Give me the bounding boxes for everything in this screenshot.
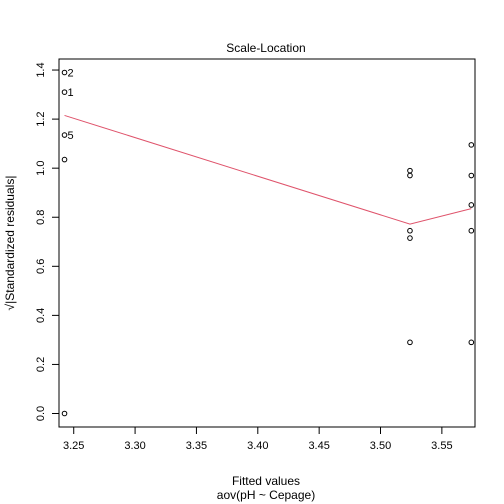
x-tick-label: 3.40 [247,440,268,452]
y-tick-label: 0.8 [35,210,47,225]
chart-title: Scale-Location [226,41,305,55]
plot-frame [58,58,476,428]
data-point [407,235,413,241]
data-point [61,89,68,95]
data-point [61,410,68,417]
x-axis: 3.25 3.30 3.35 3.40 3.45 3.50 3.55 [63,426,453,452]
data-point [468,202,475,208]
y-tick-label: 0.0 [35,406,47,421]
y-tick-label: 0.2 [35,357,47,372]
data-point [468,339,475,346]
data-point [61,132,68,138]
data-point [468,172,475,179]
data-point [407,172,413,179]
y-tick-label: 1.2 [35,111,47,126]
x-tick-label: 3.25 [63,440,84,452]
x-tick-label: 3.45 [308,440,329,452]
x-axis-subtitle: aov(pH ~ Cepage) [217,488,315,502]
point-label: 1 [68,87,74,99]
y-tick-label: 0.4 [35,308,47,323]
y-tick-label: 1.0 [35,161,47,176]
point-label: 2 [68,67,74,79]
data-point [407,167,413,174]
point-label: 5 [68,130,74,142]
data-point [468,227,475,234]
x-axis-title: Fitted values [232,474,300,488]
points-group: 2 1 5 [61,67,475,417]
x-tick-label: 3.55 [431,440,452,452]
y-axis-title: √|Standardized residuals| [3,176,17,311]
y-axis: 0.0 0.2 0.4 0.6 0.8 1.0 1.2 1.4 [35,62,60,421]
y-tick-label: 0.6 [35,259,47,274]
data-point [468,142,475,148]
data-point [407,227,413,234]
x-tick-label: 3.35 [186,440,207,452]
smooth-line [64,114,472,225]
x-tick-label: 3.30 [124,440,145,452]
y-tick-label: 1.4 [35,62,47,77]
x-tick-label: 3.50 [370,440,391,452]
data-point [61,156,68,163]
data-point [61,69,68,76]
data-point [407,339,413,346]
